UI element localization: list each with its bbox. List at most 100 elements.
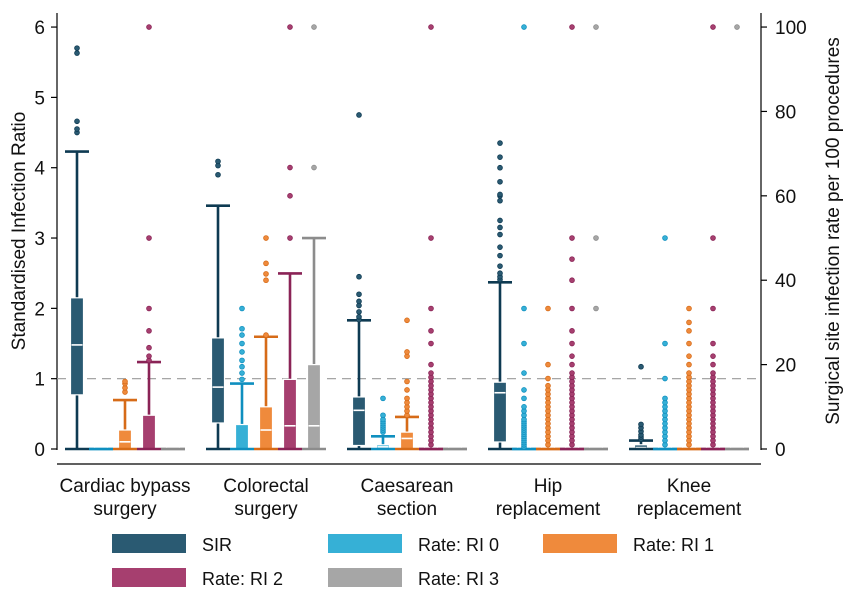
outlier-point (122, 378, 128, 385)
box-rate-ri-0 (371, 395, 395, 451)
outlier-point (356, 273, 362, 280)
legend-entry: Rate: RI 3 (328, 568, 499, 589)
box-rate-ri-1 (677, 305, 701, 451)
legend-label: SIR (202, 535, 232, 555)
y-left-tick-label: 0 (34, 440, 45, 461)
outlier-point (545, 361, 551, 368)
box-body (117, 429, 133, 450)
y-axis-left-title: Standardised Infection Ratio (9, 112, 30, 351)
box-body (306, 364, 322, 450)
outlier-point (497, 244, 503, 250)
outlier-point (734, 24, 740, 30)
outlier-point (686, 340, 692, 347)
outlier-point (404, 378, 410, 385)
outlier-point (263, 260, 269, 267)
outlier-point (263, 271, 269, 277)
outlier-point (146, 328, 152, 334)
outlier-point (263, 332, 269, 338)
legend-swatch (328, 568, 402, 587)
outlier-point (662, 340, 668, 347)
outlier-point (239, 357, 245, 364)
box-sir (488, 140, 512, 451)
y-right-tick-label: 100 (775, 18, 807, 39)
legend-swatch (112, 534, 186, 553)
box-rate-ri-2 (560, 24, 584, 451)
outlier-point (311, 164, 317, 171)
box-body (399, 431, 415, 450)
outlier-point (263, 235, 269, 241)
outlier-point (521, 340, 527, 347)
outlier-point (569, 256, 575, 262)
box-sir (206, 158, 230, 451)
outlier-point (239, 340, 245, 347)
box-rate-ri-1 (536, 305, 560, 451)
box-sir (347, 112, 371, 451)
outlier-point (404, 387, 410, 393)
outlier-point (356, 313, 362, 320)
outlier-point (593, 235, 599, 241)
box-rate-ri-0 (512, 24, 536, 451)
legend-swatch (112, 568, 186, 587)
outlier-point (497, 270, 503, 276)
outlier-point (239, 370, 245, 376)
outlier-point (287, 164, 293, 171)
outlier-point (521, 24, 527, 30)
outlier-point (404, 349, 410, 355)
outlier-point (239, 376, 245, 383)
box-rate-ri-3 (302, 24, 326, 451)
outlier-point (311, 24, 317, 30)
box-sir (65, 45, 89, 451)
outlier-point (545, 382, 551, 389)
outlier-point (497, 154, 503, 160)
outlier-point (356, 291, 362, 298)
outlier-point (497, 231, 503, 238)
outlier-point (710, 235, 716, 241)
outlier-point (428, 24, 434, 30)
box-rate-ri-3 (161, 446, 185, 451)
outlier-point (215, 158, 221, 165)
legend-label: Rate: RI 2 (202, 569, 283, 589)
legend-entry: Rate: RI 0 (328, 534, 499, 555)
outlier-point (404, 317, 410, 324)
outlier-point (569, 353, 575, 359)
box-body (210, 337, 226, 424)
outlier-point (239, 349, 245, 355)
box-rate-ri-2 (137, 24, 161, 451)
outlier-point (356, 112, 362, 118)
outlier-point (287, 193, 293, 199)
outlier-point (380, 395, 386, 402)
category-label-line2: surgery (93, 499, 157, 520)
outlier-point (710, 340, 716, 347)
outlier-point (662, 395, 668, 402)
outlier-point (497, 140, 503, 146)
legend-label: Rate: RI 3 (418, 569, 499, 589)
outlier-point (428, 361, 434, 368)
outlier-point (497, 217, 503, 224)
outlier-point (428, 328, 434, 334)
y-right-tick-label: 60 (775, 187, 796, 208)
outlier-point (74, 126, 80, 132)
legend-label: Rate: RI 1 (633, 535, 714, 555)
outlier-point (356, 309, 362, 315)
box-body (492, 381, 508, 443)
y-right-tick-label: 80 (775, 102, 796, 123)
outlier-point (569, 305, 575, 312)
y-right-tick-label: 20 (775, 356, 796, 377)
box-body (234, 423, 250, 450)
legend-entry: Rate: RI 1 (543, 534, 714, 555)
box-rate-ri-3 (584, 24, 608, 451)
outlier-point (545, 305, 551, 312)
box-rate-ri-0 (230, 305, 254, 451)
category-label-line2: surgery (234, 499, 298, 520)
y-axis-right-title: Surgical site infection rate per 100 pro… (823, 37, 844, 425)
category-label-line1: Knee (667, 476, 711, 497)
outlier-point (146, 353, 152, 359)
outlier-point (569, 340, 575, 347)
y-left-tick-label: 3 (34, 229, 45, 250)
outlier-point (569, 277, 575, 284)
outlier-point (428, 305, 434, 312)
category-label-line1: Colorectal (223, 476, 309, 497)
outlier-point (521, 370, 527, 376)
outlier-point (74, 118, 80, 125)
plot-area (57, 24, 761, 451)
